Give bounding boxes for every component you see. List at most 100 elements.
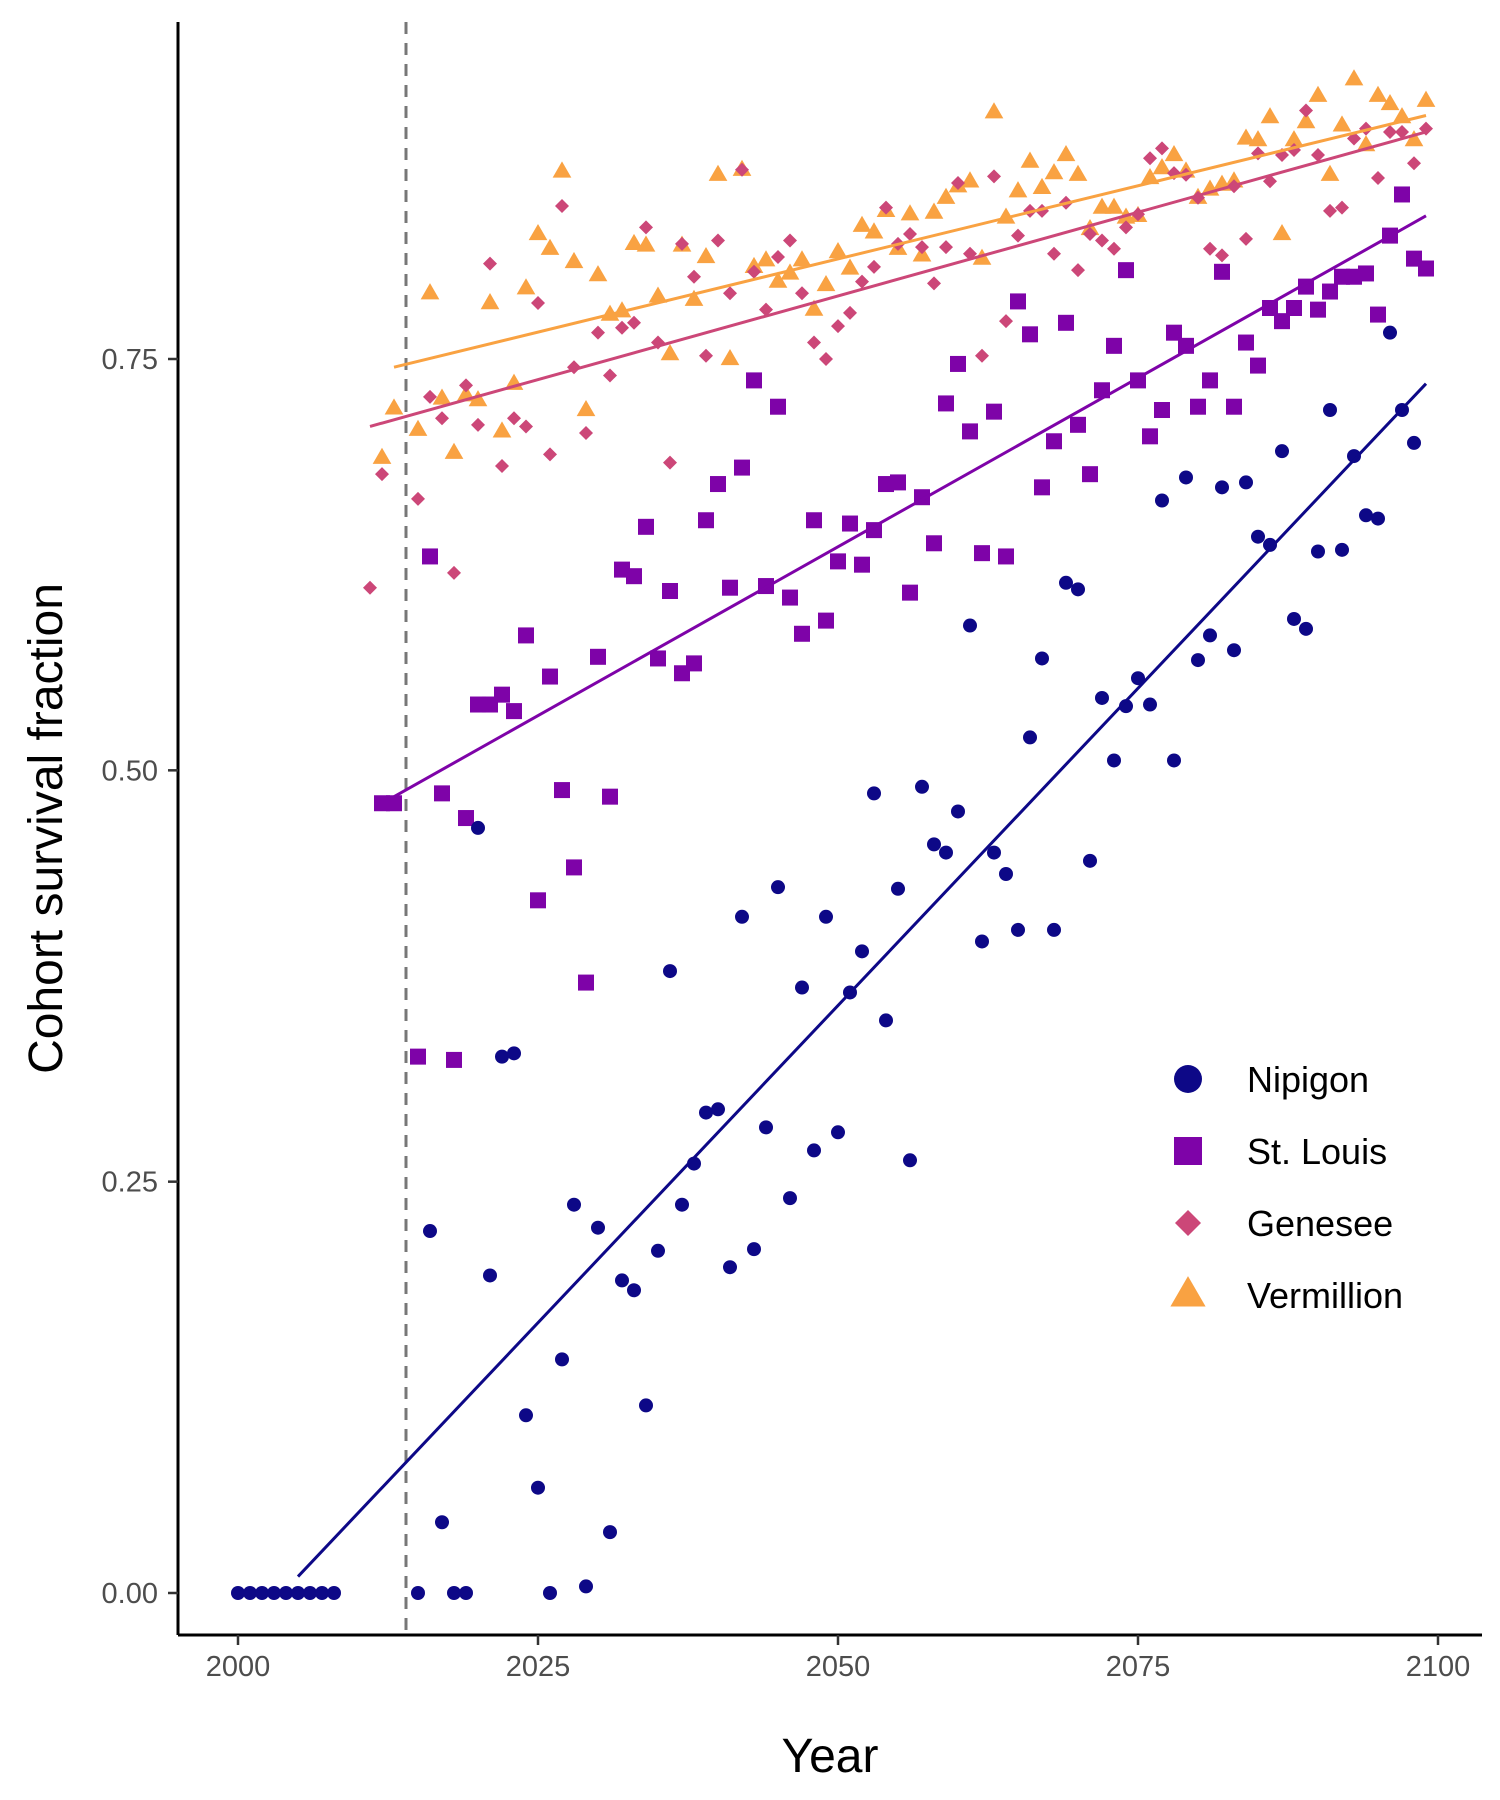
nipigon-data-point [1191,653,1205,668]
nipigon-data-point [879,1013,893,1028]
genesee-data-point [687,269,701,284]
axes-layer: 2000 2025 2050 2075 2100 0.00 0.25 0.50 0.75 Ye… [20,22,1482,1783]
nipigon-data-point [987,845,1001,860]
vermillion-data-point [1020,151,1040,168]
st-louis-data-point [722,579,738,596]
genesee-data-point [1047,246,1061,261]
nipigon-data-point [1203,628,1217,643]
genesee-data-point [1203,241,1217,256]
genesee-data-point [423,389,437,404]
nipigon-data-point [747,1242,761,1257]
nipigon-data-point [939,845,953,860]
genesee-data-point [1239,231,1253,246]
series-vermillion-points [372,69,1436,464]
nipigon-data-point [1179,470,1193,485]
vermillion-data-point [420,283,440,300]
st-louis-data-point [1202,372,1218,389]
genesee-data-point [831,319,845,334]
nipigon-data-point [831,1125,845,1140]
nipigon-data-point [663,964,677,979]
x-tick-label: 2075 [1106,1651,1171,1683]
nipigon-data-point [651,1243,665,1258]
nipigon-data-point [1287,611,1301,626]
nipigon-data-point [1215,480,1229,495]
nipigon-data-point [771,880,785,895]
vermillion-data-point [384,398,404,415]
nipigon-data-point [291,1586,305,1600]
nipigon-data-point [1107,753,1121,768]
nipigon-data-point [519,1408,533,1423]
vermillion-data-point [1368,85,1388,102]
vermillion-data-point [408,419,428,436]
genesee-data-point [987,169,1001,184]
genesee-data-point [759,302,773,317]
nipigon-data-point [951,804,965,819]
nipigon-data-point [1251,529,1265,544]
genesee-data-point [579,426,593,441]
genesee-data-point [1155,141,1169,156]
genesee-data-point [975,348,989,363]
legend: Nipigon St. Louis Genesee Vermillion [1170,1059,1403,1316]
genesee-data-point [795,286,809,301]
vermillion-data-point [840,258,860,275]
nipigon-data-point [447,1586,461,1600]
st-louis-data-point [506,703,522,720]
st-louis-data-point [1046,433,1062,450]
vermillion-data-point [804,299,824,316]
nipigon-data-point [1239,475,1253,490]
st-louis-data-point [770,398,786,415]
st-louis-data-point [410,1048,426,1065]
st-louis-data-point [1226,398,1242,415]
vermillion-data-point [624,233,644,250]
st-louis-data-point [890,474,906,491]
nipigon-data-point [507,1046,521,1061]
genesee-data-point [807,335,821,350]
st-louis-data-point [1250,357,1266,374]
nipigon-data-point [555,1352,569,1367]
nipigon-data-point [699,1105,713,1120]
st-louis-data-point [650,650,666,667]
nipigon-data-point [255,1586,269,1600]
genesee-data-point [951,175,965,190]
st-louis-data-point [1106,337,1122,354]
st-louis-data-point [1322,283,1338,300]
genesee-data-point [603,368,617,383]
st-louis-data-point [386,795,402,812]
st-louis-data-point [518,627,534,644]
genesee-data-point [699,348,713,363]
nipigon-data-point [411,1586,425,1600]
genesee-data-point [519,419,533,434]
st-louis-data-point [1274,313,1290,330]
st-louis-data-point [830,553,846,570]
vermillion-data-point [1152,158,1172,175]
y-tick-label: 0.75 [102,344,158,376]
x-tick-label: 2100 [1406,1651,1471,1683]
st-louis-data-point [662,582,678,599]
trend-lines-layer [296,114,1428,1578]
nipigon-data-point [1095,690,1109,705]
vermillion-data-point [432,388,452,405]
vermillion-data-point [540,238,560,255]
genesee-data-point [1143,151,1157,166]
st-louis-data-point [1154,402,1170,419]
nipigon-data-point [639,1398,653,1413]
vermillion-data-point [1056,144,1076,162]
st-louis-data-point [1010,293,1026,310]
nipigon-data-point [627,1283,641,1298]
vermillion-data-point [1236,128,1256,145]
genesee-data-point [483,256,497,271]
vermillion-data-point [756,250,776,267]
st-louis-data-point [926,535,942,552]
genesee-trend-line [369,130,1427,428]
genesee-data-point [471,417,485,432]
genesee-data-point [1299,103,1313,118]
nipigon-data-point [279,1586,293,1600]
st-louis-data-point [842,515,858,532]
nipigon-data-point [1227,643,1241,658]
nipigon-data-point [1167,753,1181,768]
y-axis-title: Cohort survival fraction [20,583,73,1074]
genesee-data-point [363,580,377,595]
vermillion-trend-line [393,114,1427,369]
legend-key-st-louis [1174,1137,1202,1165]
vermillion-data-point [960,171,980,188]
